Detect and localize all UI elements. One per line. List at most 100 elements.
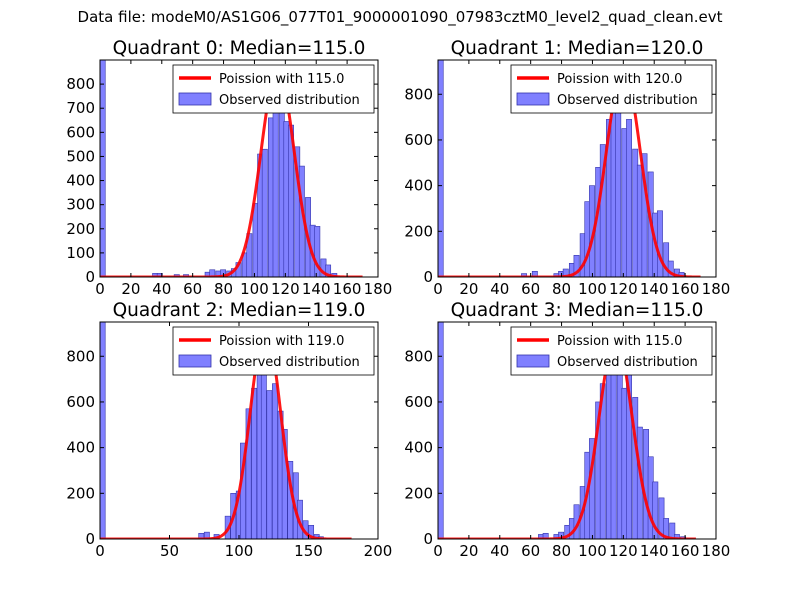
quadrant-1-bar [663,242,670,277]
quadrant-1-legend-observed-label: Observed distribution [557,93,698,108]
quadrant-2-xtick-label: 50 [160,542,179,560]
quadrant-1-xtick-label: 120 [609,280,638,298]
quadrant-0-xtick-label: 80 [214,280,233,298]
quadrant-0-legend: Poission with 115.0 Observed distribution [172,64,375,114]
quadrant-3-xtick-label: 40 [490,542,509,560]
quadrant-1-bar [641,153,648,277]
quadrant-1-bar [573,255,580,277]
quadrant-3-panel: 0 20 40 60 80 100 120 140 160 180 0 200 400 600 800 Qua… [404,300,730,560]
quadrant-1-ytick-label: 200 [404,222,433,240]
quadrant-1-panel: 0 20 40 60 80 100 120 140 160 180 0 200 400 600 800 Qua… [404,38,730,298]
quadrant-2-bar [251,387,258,539]
quadrant-0-bar [325,264,332,277]
quadrant-2-xtick-label: 0 [95,542,105,560]
quadrant-3-ytick-label: 200 [404,484,433,502]
quadrant-1-xtick-label: 80 [552,280,571,298]
quadrant-3-legend-observed-label: Observed distribution [557,355,698,370]
quadrant-1-xtick-label: 0 [433,280,443,298]
quadrant-2-bar [266,390,273,539]
quadrant-0-ytick-label: 800 [66,75,95,93]
quadrant-2-plot-area [100,322,352,539]
quadrant-1-xtick-label: 180 [702,280,731,298]
quadrant-1-axes-frame [437,59,717,278]
quadrant-2-legend: Poission with 119.0 Observed distribution [172,326,375,376]
quadrant-0-legend-bar-swatch [178,92,212,106]
quadrant-3-ytick-label: 600 [404,393,433,411]
quadrant-1-xtick-label: 100 [578,280,607,298]
quadrant-2-panel: 0 50 100 150 200 0 200 400 600 800 Quadrant 2: Med… [66,300,392,560]
quadrant-3-bar [610,362,617,539]
quadrant-0-bar [261,148,268,277]
quadrant-0-bar [314,226,321,277]
quadrant-3-bar [673,534,680,539]
quadrant-2-legend-observed-label: Observed distribution [219,355,360,370]
quadrant-1-title: Quadrant 1: Median=120.0 [451,38,704,59]
quadrant-1-xtick-label: 160 [671,280,700,298]
quadrant-1-ytick-label: 800 [404,85,433,103]
quadrant-3-bar [438,322,444,539]
quadrant-3-legend: Poission with 115.0 Observed distribution [510,326,713,376]
quadrant-3-ytick-label: 0 [423,530,433,548]
quadrant-0-ytick-label: 300 [66,196,95,214]
quadrant-0-ytick-label: 400 [66,172,95,190]
quadrant-3-legend-fit-label: Poission with 115.0 [557,334,682,349]
quadrant-1-legend-fit-label: Poission with 120.0 [557,72,682,87]
quadrant-1-xtick-label: 140 [640,280,669,298]
quadrant-0-xtick-label: 120 [271,280,300,298]
quadrant-0-title: Quadrant 0: Median=115.0 [113,38,366,59]
quadrant-3-xtick-label: 180 [702,542,731,560]
quadrant-2-ytick-label: 800 [66,347,95,365]
quadrant-0-xtick-label: 180 [364,280,393,298]
quadrant-3-ytick-label: 800 [404,347,433,365]
quadrant-3-xtick-label: 140 [640,542,669,560]
quadrant-0-ytick-label: 0 [85,268,95,286]
quadrant-2-xtick-label: 100 [225,542,254,560]
quadrant-2-xtick-label: 150 [294,542,323,560]
quadrant-2-fit-line [100,327,352,539]
quadrant-3-xtick-label: 80 [552,542,571,560]
quadrant-1-bar [615,89,622,277]
quadrant-3-xtick-label: 100 [578,542,607,560]
quadrant-2-ytick-label: 400 [66,439,95,457]
quadrant-0-xtick-label: 100 [240,280,269,298]
quadrant-1-plot-area [438,60,701,277]
quadrant-1-bar [657,210,663,277]
quadrant-3-ytick-label: 400 [404,439,433,457]
quadrant-3-xtick-label: 120 [609,542,638,560]
quadrant-3-axes-frame [437,321,717,540]
figure-suptitle: Data file: modeM0/AS1G06_077T01_90000010… [77,8,723,26]
quadrant-2-bar [100,322,106,539]
quadrant-2-bar [308,524,315,539]
quadrant-0-xtick-label: 60 [183,280,202,298]
quadrant-3-bar [652,481,659,539]
quadrant-0-panel: 0 20 40 60 80 100 120 140 160 1800100200300400500… [66,38,392,298]
quadrant-1-ytick-label: 600 [404,131,433,149]
quadrant-1-ytick-label: 400 [404,177,433,195]
quadrant-2-bar [260,358,267,539]
quadrant-0-bar [272,110,279,277]
quadrant-1-xtick-label: 20 [459,280,478,298]
quadrant-1-ytick-label: 0 [423,268,433,286]
quadrant-1-xtick-label: 60 [521,280,540,298]
quadrant-0-xtick-label: 0 [95,280,105,298]
quadrant-2-bar [272,383,278,539]
quadrant-3-plot-area [438,322,696,539]
quadrant-0-xtick-label: 40 [152,280,171,298]
quadrant-2-title: Quadrant 2: Median=119.0 [113,300,366,321]
quadrant-3-xtick-label: 0 [433,542,443,560]
quadrant-2-bar [198,532,205,539]
quadrant-0-ytick-label: 100 [66,244,95,262]
quadrant-2-xtick-label: 200 [364,542,393,560]
quadrant-1-bar [438,60,444,277]
quadrant-2-ytick-label: 200 [66,484,95,502]
quadrant-3-xtick-label: 160 [671,542,700,560]
quadrant-0-legend-observed-label: Observed distribution [219,93,360,108]
quadrant-1-xtick-label: 40 [490,280,509,298]
quadrant-0-ytick-label: 700 [66,99,95,117]
quadrant-2-legend-bar-swatch [178,354,212,368]
quadrant-3-xtick-label: 20 [459,542,478,560]
quadrant-0-bar [100,60,106,277]
quadrant-0-xtick-label: 20 [121,280,140,298]
